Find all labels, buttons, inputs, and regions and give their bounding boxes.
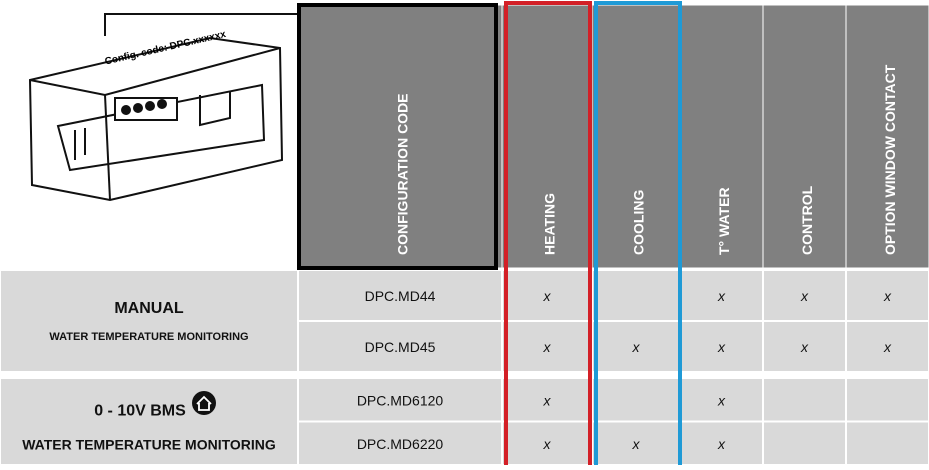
header-cell [501, 4, 593, 269]
config-code: DPC.MD45 [365, 339, 436, 355]
device-illustration [28, 36, 284, 202]
group-cell [0, 269, 299, 373]
cell [591, 320, 681, 373]
check-mark: x [717, 392, 726, 408]
cell [845, 269, 929, 322]
column-header: CONTROL [799, 185, 815, 255]
group-subtitle: WATER TEMPERATURE MONITORING [49, 331, 248, 343]
config-code: DPC.MD44 [365, 288, 436, 304]
cell [501, 420, 593, 466]
group-cell [0, 377, 299, 466]
group-title: MANUAL [114, 300, 184, 317]
config-code: DPC.MD6220 [357, 436, 444, 452]
check-mark: x [543, 288, 552, 304]
cell [762, 269, 847, 322]
group-title: 0 - 10V BMS [94, 402, 186, 419]
cell [679, 420, 764, 466]
check-mark: x [717, 436, 726, 452]
cell [297, 320, 503, 373]
check-mark: x [717, 339, 726, 355]
column-header: T° WATER [716, 187, 732, 255]
cell [762, 320, 847, 373]
check-mark: x [543, 339, 552, 355]
cell [845, 377, 929, 423]
cell [591, 377, 681, 423]
check-mark: x [543, 436, 552, 452]
column-header: HEATING [542, 193, 558, 255]
column-header: CONFIGURATION CODE [395, 93, 411, 255]
cell [501, 269, 593, 322]
check-mark: x [883, 339, 892, 355]
group-subtitle: WATER TEMPERATURE MONITORING [22, 437, 276, 453]
check-mark: x [632, 339, 641, 355]
cell [297, 420, 503, 466]
header-cell [591, 4, 681, 269]
check-mark: x [800, 288, 809, 304]
cell [591, 269, 681, 322]
cell [501, 320, 593, 373]
cell [845, 320, 929, 373]
home-icon [192, 391, 216, 415]
config-highlight [297, 3, 498, 270]
cell [762, 377, 847, 423]
column-header: COOLING [631, 190, 647, 255]
check-mark: x [632, 436, 641, 452]
config-code: DPC.MD6120 [357, 392, 444, 408]
header-cell [845, 4, 929, 269]
column-header: OPTION WINDOW CONTACT [882, 64, 898, 255]
cell [762, 420, 847, 466]
check-mark: x [800, 339, 809, 355]
cell [845, 420, 929, 466]
check-mark: x [717, 288, 726, 304]
cell [501, 377, 593, 423]
check-mark: x [543, 392, 552, 408]
check-mark: x [883, 288, 892, 304]
